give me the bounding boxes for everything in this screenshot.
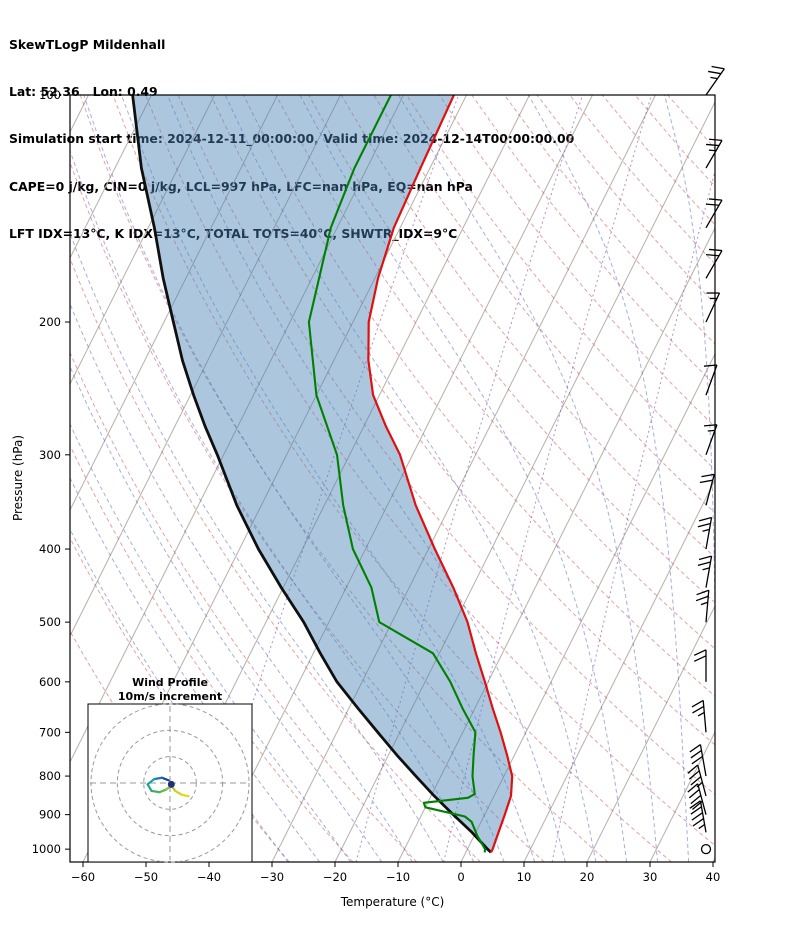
hodograph-ring (90, 703, 250, 863)
wind-barb (697, 516, 713, 550)
wind-barb (705, 292, 721, 323)
hodograph-trace-segment (158, 788, 168, 794)
y-axis-label: Pressure (hPa) (11, 435, 25, 521)
x-tick-label: −40 (197, 870, 221, 884)
parcel-curve (131, 95, 492, 854)
chart-header: SkewTLogP Mildenhall Lat: 52.36 Lon: 0.4… (9, 5, 574, 274)
x-axis-label: Temperature (°C) (340, 895, 445, 909)
x-tick-label: −20 (323, 870, 347, 884)
wind-barb (705, 198, 723, 229)
wind-barb (691, 699, 707, 733)
x-tick-label: 40 (706, 870, 721, 884)
wind-barb (700, 844, 712, 855)
x-tick-label: −30 (260, 870, 284, 884)
y-tick-label: 300 (39, 448, 61, 462)
x-tick-label: −50 (134, 870, 158, 884)
dry-adiabat-lines (70, 95, 715, 862)
temperature-curve (367, 95, 514, 853)
wind-barb (689, 744, 707, 777)
x-tick-label: −10 (386, 870, 410, 884)
simulation-times: Simulation start time: 2024-12-11_00:00:… (9, 131, 575, 147)
isotherm-lines (70, 95, 715, 862)
hodograph-trace-segment (153, 776, 164, 781)
hodograph-ring (116, 729, 224, 837)
x-tick-label: 30 (643, 870, 658, 884)
y-tick-label: 700 (39, 725, 61, 739)
dewpoint-curve (307, 95, 487, 853)
stability-indices-line2: LFT IDX=13°C, K IDX=13°C, TOTAL TOTS=40°… (9, 226, 458, 242)
hodograph-subtitle: 10m/s increment (118, 690, 222, 703)
y-tick-label: 800 (39, 769, 61, 783)
y-tick-label: 500 (39, 615, 61, 629)
wind-barb (703, 424, 718, 456)
x-tick-label: 0 (457, 870, 464, 884)
x-tick-label: 20 (580, 870, 595, 884)
wind-barb (693, 649, 707, 682)
y-tick-label: 400 (39, 542, 61, 556)
negative-buoyancy-shade (132, 95, 513, 853)
moist-adiabat-lines (70, 95, 715, 862)
hodograph-trace-segment (146, 777, 156, 786)
hodograph-trace-segment (150, 789, 161, 794)
y-tick-label: 1000 (32, 842, 61, 856)
wind-barb (695, 589, 710, 623)
wind-barb (705, 248, 723, 279)
wind-barb-column (687, 65, 725, 855)
hodograph-trace-segment (174, 789, 183, 796)
x-tick-label: 10 (517, 870, 532, 884)
y-tick-label: 600 (39, 675, 61, 689)
y-tick-label: 900 (39, 808, 61, 822)
y-tick-label: 200 (39, 315, 61, 329)
y-axis: 100 200 300 400 500 600 700 800 900 1000 Pressure … (11, 88, 70, 856)
stability-indices-line1: CAPE=0 j/kg, CIN=0 j/kg, LCL=997 hPa, LF… (9, 178, 473, 194)
wind-barb (703, 364, 718, 396)
wind-barb (697, 555, 713, 588)
chart-title: SkewTLogP Mildenhall (9, 36, 166, 52)
hodograph-marker (167, 780, 175, 788)
wind-barb (687, 783, 707, 815)
hodograph-trace-segment (146, 783, 153, 793)
y-tick-label: 100 (39, 88, 61, 102)
hodograph-trace-segment (161, 776, 170, 782)
wind-barb (689, 800, 707, 833)
x-tick-label: −60 (71, 870, 95, 884)
hodograph-ring (143, 756, 197, 810)
wind-barb (699, 473, 715, 506)
wind-barb (705, 65, 725, 96)
wind-barb (705, 138, 723, 169)
hodograph-trace-segment (180, 793, 190, 798)
x-axis: −60 −50 −40 −30 −20 −10 0 10 20 30 40 Temperature (… (71, 862, 720, 909)
plot-frame (69, 94, 716, 863)
hodograph-title: Wind Profile (132, 676, 208, 689)
